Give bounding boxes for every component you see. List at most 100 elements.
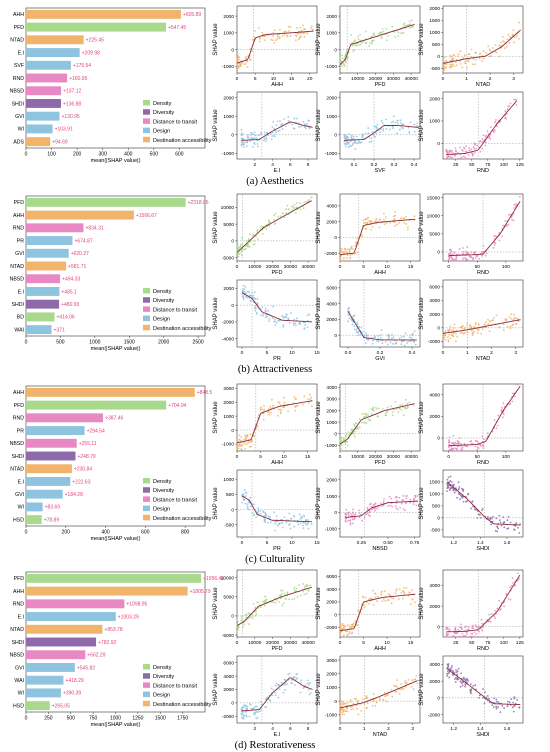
scatter-point: [355, 141, 357, 144]
scatter-point: [460, 682, 463, 685]
scatter-point: [293, 586, 296, 589]
scatter-point: [382, 129, 385, 132]
bar-x-tick-label: 2500: [193, 340, 204, 346]
scatter-point: [347, 138, 349, 141]
x-tick-label: 40000: [404, 76, 418, 82]
bar-value-label: +704.94: [168, 403, 186, 409]
y-tick-label: 2000: [223, 400, 234, 406]
x-tick-label: 0: [447, 264, 450, 270]
scatter-point: [446, 482, 448, 485]
panel-caption: (d) Restorativeness: [234, 740, 316, 751]
scatter-point: [482, 57, 485, 60]
scatter-point: [454, 681, 457, 683]
scatter-point: [362, 219, 365, 222]
scatter-point: [462, 57, 464, 59]
scatter-point: [349, 698, 352, 701]
y-tick-label: 2000: [429, 96, 440, 102]
scatter-point: [498, 519, 501, 521]
y-tick-label: 500: [226, 492, 234, 498]
scatter-point: [310, 25, 313, 28]
bar-x-tick-label: 0: [25, 716, 28, 722]
scatter-point: [455, 671, 458, 674]
scatter-point: [241, 711, 244, 714]
y-tick-label: 3000: [326, 658, 337, 664]
scatter-point: [284, 683, 287, 686]
scatter-point: [245, 492, 248, 494]
scatter-point: [450, 666, 453, 669]
scatter-point: [348, 132, 351, 135]
fitted-curve: [446, 668, 521, 706]
scatter-point: [349, 254, 352, 256]
scatter-point: [370, 137, 372, 140]
scatter-point: [385, 127, 388, 130]
scatter-point: [491, 520, 494, 523]
scatter-point: [273, 135, 276, 138]
scatter-point: [446, 674, 449, 677]
y-tick-label: 0: [334, 133, 337, 139]
scatter-point: [496, 525, 499, 528]
scatter-point: [472, 258, 475, 261]
legend-swatch: [143, 700, 150, 707]
bar-x-tick-label: 0: [25, 530, 28, 536]
scatter-point: [402, 340, 404, 343]
x-tick-label: 75: [485, 162, 491, 168]
scatter-point: [278, 688, 281, 691]
scatter-point: [375, 132, 377, 134]
scatter-point: [259, 407, 262, 410]
scatter-point: [295, 35, 298, 37]
scatter-point: [479, 140, 482, 142]
scatter-point: [344, 145, 347, 148]
scatter-point: [367, 216, 369, 219]
scatter-point: [351, 143, 354, 146]
scatter-point: [506, 38, 509, 41]
scatter-point: [254, 705, 257, 708]
scatter-point: [462, 678, 465, 680]
y-tick-label: 0: [231, 133, 234, 139]
scatter-point: [388, 334, 391, 337]
scatter-point: [355, 135, 358, 138]
scatter-point: [339, 711, 342, 714]
scatter-point: [290, 517, 292, 520]
scatter-point: [451, 258, 454, 260]
scatter-point: [400, 126, 403, 129]
scatter-point: [266, 696, 269, 699]
scatter-point: [345, 251, 348, 254]
scatter-point: [415, 675, 418, 677]
scatter-point: [309, 584, 312, 587]
scatter-point: [446, 157, 449, 159]
scatter-point: [357, 330, 360, 333]
scatter-point: [482, 626, 484, 629]
x-tick-label: 1: [466, 350, 469, 356]
scatter-point: [263, 137, 266, 140]
scatter-point: [394, 121, 397, 124]
y-tick-label: 1000: [326, 685, 337, 691]
scatter-point: [285, 598, 288, 600]
scatter-point: [498, 599, 500, 602]
scatter-point: [398, 222, 400, 224]
scatter-point: [303, 593, 306, 596]
scatter-point: [403, 344, 406, 347]
scatter-point: [491, 704, 494, 707]
scatter-point: [461, 636, 464, 638]
scatter-point: [388, 495, 391, 498]
scatter-point: [462, 247, 464, 249]
scatter-point: [256, 145, 259, 148]
scatter-point: [277, 414, 279, 417]
scatter-point: [344, 441, 346, 444]
scatter-point: [464, 445, 467, 448]
scatter-point: [242, 284, 245, 287]
scatter-point: [513, 696, 516, 698]
bar-value-label: +225.45: [86, 38, 104, 44]
scatter-point: [487, 45, 490, 48]
scatter-point: [413, 123, 416, 126]
x-tick-label: 30000: [284, 264, 298, 270]
scatter-point: [299, 323, 302, 326]
scatter-point: [411, 332, 414, 335]
scatter-point: [401, 499, 404, 502]
bar-SHDI: [26, 299, 60, 309]
scatter-point: [365, 601, 368, 604]
scatter-point: [410, 333, 413, 336]
scatter-point: [249, 441, 252, 443]
scatter-point: [269, 411, 272, 414]
